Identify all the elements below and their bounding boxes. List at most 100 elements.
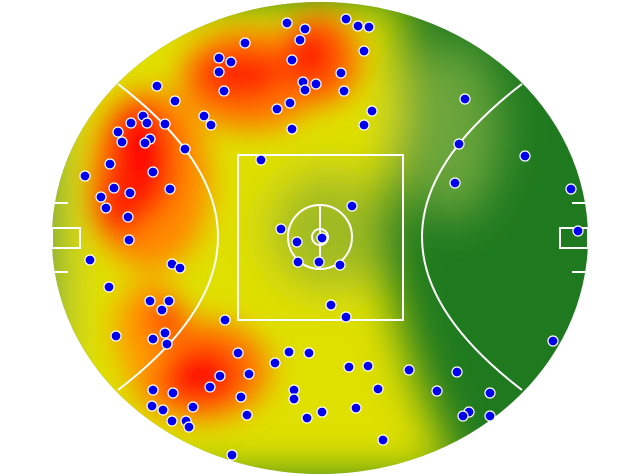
- centre-square: [237, 154, 404, 321]
- point: [146, 400, 158, 412]
- point: [281, 17, 293, 29]
- point: [84, 254, 96, 266]
- point: [213, 66, 225, 78]
- point: [299, 84, 311, 96]
- point: [166, 415, 178, 427]
- point: [225, 56, 237, 68]
- point: [547, 335, 559, 347]
- point: [484, 410, 496, 422]
- point: [269, 357, 281, 369]
- point: [104, 158, 116, 170]
- point: [116, 136, 128, 148]
- point: [187, 401, 199, 413]
- point: [198, 110, 210, 122]
- point: [122, 211, 134, 223]
- point: [292, 256, 304, 268]
- point: [174, 262, 186, 274]
- point: [325, 299, 337, 311]
- point: [340, 311, 352, 323]
- point: [283, 346, 295, 358]
- point: [343, 361, 355, 373]
- point: [484, 387, 496, 399]
- point: [235, 391, 247, 403]
- point: [372, 383, 384, 395]
- point: [335, 67, 347, 79]
- point: [159, 118, 171, 130]
- point: [362, 360, 374, 372]
- point: [103, 281, 115, 293]
- point: [271, 103, 283, 115]
- point: [358, 45, 370, 57]
- point: [164, 183, 176, 195]
- point: [204, 381, 216, 393]
- point: [100, 202, 112, 214]
- point: [403, 364, 415, 376]
- point: [294, 34, 306, 46]
- point: [125, 117, 137, 129]
- point: [316, 406, 328, 418]
- point: [95, 191, 107, 203]
- point: [366, 105, 378, 117]
- point: [167, 387, 179, 399]
- point: [275, 223, 287, 235]
- point: [159, 327, 171, 339]
- point: [303, 347, 315, 359]
- point: [226, 449, 238, 461]
- point: [179, 143, 191, 155]
- point: [163, 295, 175, 307]
- point: [183, 421, 195, 433]
- point: [239, 37, 251, 49]
- point: [451, 366, 463, 378]
- point: [291, 236, 303, 248]
- point: [147, 166, 159, 178]
- point: [338, 85, 350, 97]
- point: [346, 200, 358, 212]
- point: [565, 183, 577, 195]
- point: [205, 119, 217, 131]
- point: [350, 402, 362, 414]
- point: [110, 330, 122, 342]
- point: [457, 410, 469, 422]
- point: [459, 93, 471, 105]
- point: [241, 409, 253, 421]
- point: [213, 52, 225, 64]
- point: [108, 182, 120, 194]
- point: [310, 78, 322, 90]
- point: [151, 80, 163, 92]
- point: [377, 434, 389, 446]
- point: [352, 20, 364, 32]
- point: [147, 333, 159, 345]
- point: [169, 95, 181, 107]
- point: [519, 150, 531, 162]
- point: [572, 225, 584, 237]
- point: [284, 97, 296, 109]
- point: [123, 234, 135, 246]
- point: [288, 393, 300, 405]
- point: [453, 138, 465, 150]
- point: [358, 119, 370, 131]
- points: [79, 13, 584, 461]
- point: [112, 126, 124, 138]
- point: [139, 137, 151, 149]
- point: [431, 385, 443, 397]
- point: [299, 23, 311, 35]
- point: [363, 21, 375, 33]
- point: [313, 256, 325, 268]
- point: [232, 347, 244, 359]
- point: [144, 295, 156, 307]
- point: [340, 13, 352, 25]
- left-goal-square: [51, 227, 81, 249]
- point: [218, 85, 230, 97]
- point: [301, 412, 313, 424]
- point: [161, 338, 173, 350]
- point: [147, 384, 159, 396]
- point: [79, 170, 91, 182]
- point: [255, 154, 267, 166]
- point: [286, 54, 298, 66]
- point: [124, 187, 136, 199]
- point: [141, 117, 153, 129]
- point: [219, 314, 231, 326]
- point: [316, 232, 328, 244]
